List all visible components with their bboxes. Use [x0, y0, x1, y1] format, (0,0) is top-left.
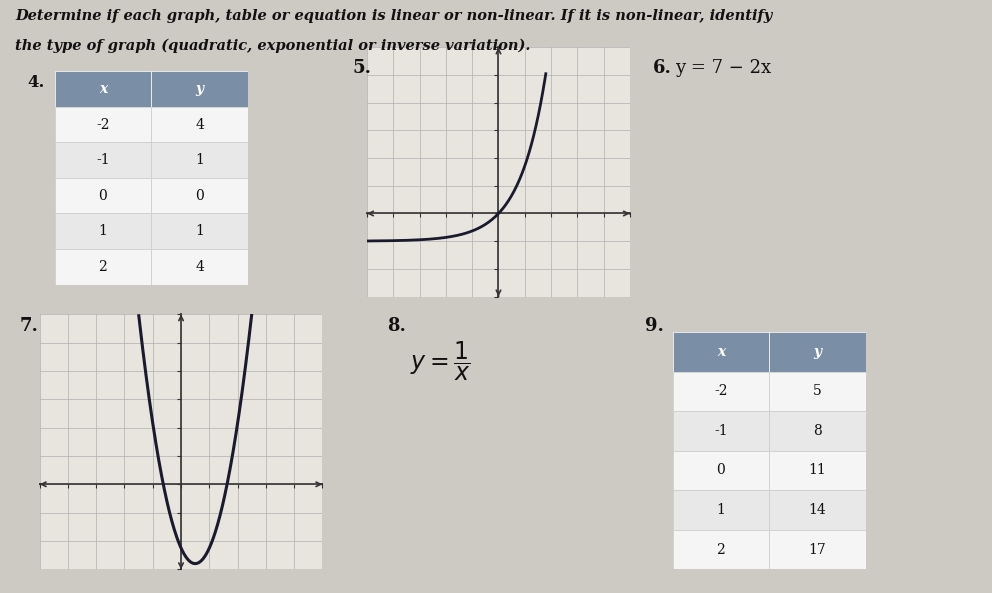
Bar — [55, 249, 151, 285]
Text: 7.: 7. — [20, 317, 39, 335]
Bar — [55, 142, 151, 178]
Text: 11: 11 — [808, 464, 826, 477]
Bar — [55, 178, 151, 213]
Text: -1: -1 — [714, 424, 728, 438]
Bar — [55, 107, 151, 142]
Text: 0: 0 — [716, 464, 725, 477]
Text: y = 7 − 2x: y = 7 − 2x — [675, 59, 771, 77]
Bar — [673, 372, 770, 411]
Text: 8: 8 — [813, 424, 822, 438]
Text: -2: -2 — [96, 117, 110, 132]
Text: 4: 4 — [195, 117, 204, 132]
Text: 1: 1 — [195, 153, 204, 167]
Text: the type of graph (quadratic, exponential or inverse variation).: the type of graph (quadratic, exponentia… — [15, 39, 531, 53]
Text: -2: -2 — [714, 384, 728, 398]
Bar — [673, 530, 770, 569]
Bar — [151, 107, 248, 142]
Bar — [673, 411, 770, 451]
Text: $y = \dfrac{1}{x}$: $y = \dfrac{1}{x}$ — [410, 340, 470, 384]
Bar — [151, 142, 248, 178]
Text: 6.: 6. — [653, 59, 672, 77]
Bar — [770, 451, 866, 490]
Text: 17: 17 — [808, 543, 826, 556]
Text: 1: 1 — [98, 224, 107, 238]
Text: Determine if each graph, table or equation is linear or non-linear. If it is non: Determine if each graph, table or equati… — [15, 9, 772, 23]
Bar — [770, 332, 866, 372]
Text: 2: 2 — [98, 260, 107, 274]
Bar — [151, 178, 248, 213]
Text: x: x — [717, 345, 725, 359]
Bar — [770, 490, 866, 530]
Text: -1: -1 — [96, 153, 110, 167]
Text: x: x — [99, 82, 107, 96]
Bar — [770, 372, 866, 411]
Bar — [151, 249, 248, 285]
Text: 8.: 8. — [387, 317, 406, 335]
Text: 4.: 4. — [28, 74, 46, 91]
Text: 1: 1 — [716, 503, 725, 517]
Text: 14: 14 — [808, 503, 826, 517]
Bar — [673, 451, 770, 490]
Text: 0: 0 — [195, 189, 204, 203]
Text: 0: 0 — [98, 189, 107, 203]
Text: 1: 1 — [195, 224, 204, 238]
Bar — [151, 213, 248, 249]
Bar — [151, 71, 248, 107]
Text: y: y — [195, 82, 203, 96]
Bar — [55, 71, 151, 107]
Text: 5: 5 — [813, 384, 822, 398]
Bar — [673, 332, 770, 372]
Text: 9.: 9. — [645, 317, 664, 335]
Text: y: y — [813, 345, 821, 359]
Bar — [770, 530, 866, 569]
Bar — [55, 213, 151, 249]
Text: 5.: 5. — [352, 59, 371, 77]
Bar — [770, 411, 866, 451]
Text: 4: 4 — [195, 260, 204, 274]
Text: 2: 2 — [716, 543, 725, 556]
Bar — [673, 490, 770, 530]
